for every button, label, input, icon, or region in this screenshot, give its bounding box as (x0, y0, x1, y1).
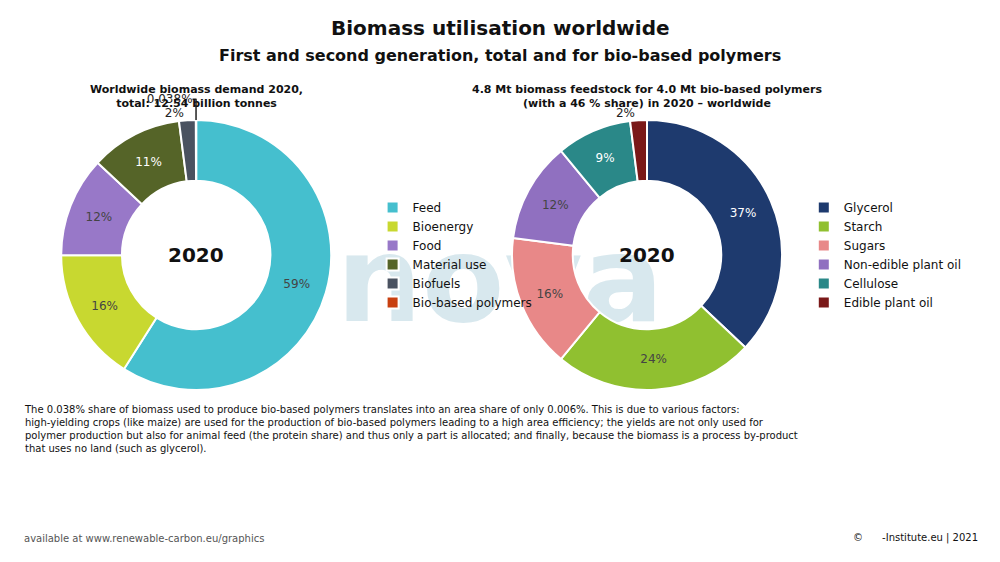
svg-text:Biomass utilisation worldwide: Biomass utilisation worldwide (331, 16, 670, 40)
svg-text:available at www.renewable-car: available at www.renewable-carbon.eu/gra… (24, 533, 264, 544)
svg-text:© -Institute.eu | 2021: © -Institute.eu | 2021 (853, 532, 978, 544)
svg-text:11%: 11% (135, 155, 162, 169)
svg-text:Cellulose: Cellulose (844, 277, 898, 291)
svg-text:9%: 9% (596, 151, 615, 165)
svg-text:Feed: Feed (413, 201, 442, 215)
svg-text:Edible plant oil: Edible plant oil (844, 296, 933, 310)
svg-text:First and second generation, t: First and second generation, total and f… (219, 46, 781, 65)
svg-text:16%: 16% (536, 287, 563, 301)
svg-text:Bio-based polymers: Bio-based polymers (413, 296, 532, 310)
svg-text:12%: 12% (86, 210, 113, 224)
svg-text:4.8 Mt biomass feedstock for 4: 4.8 Mt biomass feedstock for 4.0 Mt bio-… (472, 83, 822, 110)
svg-text:2020: 2020 (619, 243, 675, 267)
svg-text:24%: 24% (640, 352, 667, 366)
svg-text:Glycerol: Glycerol (844, 201, 893, 215)
svg-text:Food: Food (413, 239, 442, 253)
svg-text:Biofuels: Biofuels (413, 277, 461, 291)
svg-text:Bioenergy: Bioenergy (413, 220, 474, 234)
svg-text:37%: 37% (730, 206, 757, 220)
svg-text:2020: 2020 (168, 243, 224, 267)
svg-text:2%: 2% (165, 106, 184, 120)
svg-text:Non-edible plant oil: Non-edible plant oil (844, 258, 961, 272)
svg-text:12%: 12% (542, 198, 569, 212)
svg-text:Starch: Starch (844, 220, 883, 234)
svg-text:The 0.038% share of biomass us: The 0.038% share of biomass used to prod… (24, 404, 798, 454)
svg-text:Material use: Material use (413, 258, 487, 272)
svg-text:16%: 16% (91, 299, 118, 313)
svg-text:Sugars: Sugars (844, 239, 885, 253)
svg-text:59%: 59% (283, 277, 310, 291)
svg-text:2%: 2% (616, 106, 635, 120)
svg-text:0,038%: 0,038% (147, 92, 193, 106)
svg-text:Worldwide biomass demand 2020,: Worldwide biomass demand 2020,total: 12.… (90, 83, 303, 110)
